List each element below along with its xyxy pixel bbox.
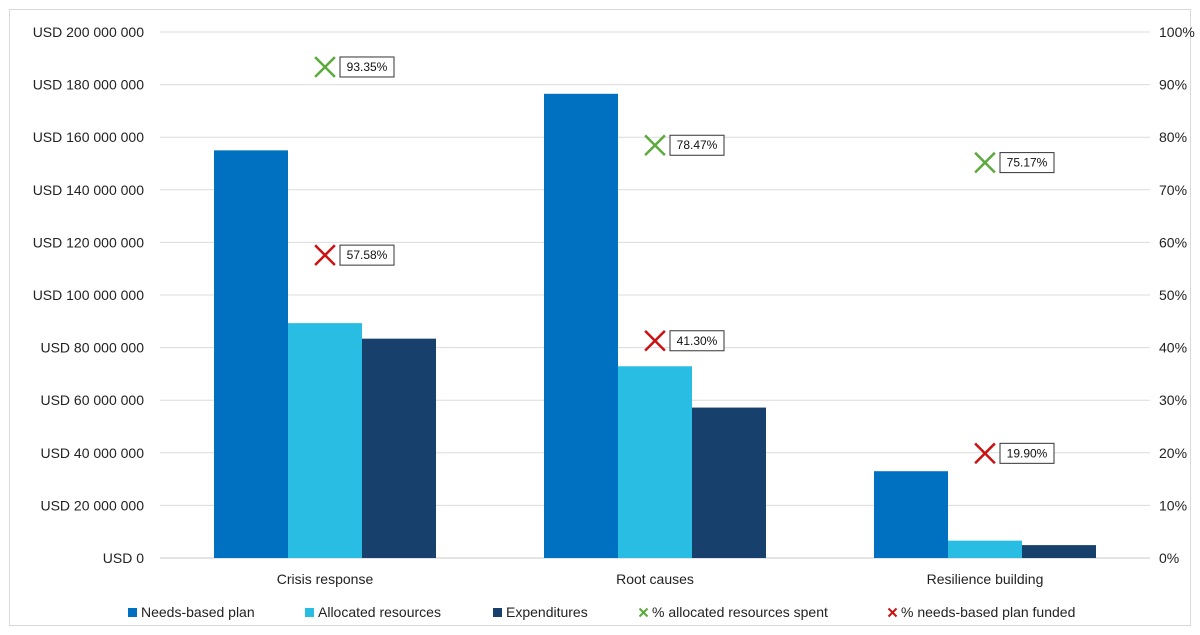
- category-label: Resilience building: [927, 571, 1044, 587]
- y-right-tick-label: 20%: [1159, 445, 1187, 461]
- bar-needs-based-plan: [874, 471, 948, 558]
- y-right-tick-label: 90%: [1159, 77, 1187, 93]
- y-right-tick-label: 60%: [1159, 234, 1187, 250]
- y-right-tick-label: 80%: [1159, 129, 1187, 145]
- x-mark: [314, 56, 336, 78]
- y-left-tick-label: USD 180 000 000: [33, 77, 145, 93]
- legend-label: % needs-based plan funded: [901, 604, 1075, 620]
- right-axis: 0% 10% 20% 30% 40% 50% 60% 70% 80% 90% 100%: [1159, 24, 1195, 566]
- legend-swatch: [305, 608, 314, 617]
- y-left-tick-label: USD 60 000 000: [40, 392, 144, 408]
- category-label: Crisis response: [277, 571, 374, 587]
- y-left-tick-label: USD 160 000 000: [33, 129, 145, 145]
- y-left-tick-label: USD 0: [103, 550, 144, 566]
- y-right-tick-label: 50%: [1159, 287, 1187, 303]
- legend-item-pct-allocated-resources-spent: % allocated resources spent: [638, 604, 828, 620]
- x-mark: [974, 151, 996, 174]
- bar-allocated-resources: [288, 323, 362, 558]
- legend-label: % allocated resources spent: [652, 604, 828, 620]
- y-left-tick-label: USD 140 000 000: [33, 182, 145, 198]
- x-mark: [644, 329, 666, 352]
- y-right-tick-label: 10%: [1159, 497, 1187, 513]
- data-label: 57.58%: [347, 248, 388, 262]
- data-label-box: [339, 244, 395, 266]
- bar-needs-based-plan: [214, 150, 288, 558]
- data-label-box: [669, 134, 725, 156]
- legend-item-needs-based-plan: Needs-based plan: [128, 604, 255, 620]
- marker-pct-needs-based-plan-funded: 19.90%: [974, 442, 1055, 465]
- bar-allocated-resources: [948, 540, 1022, 558]
- chart-frame: [9, 9, 1191, 626]
- bar-expenditures: [692, 407, 766, 558]
- legend-label: Allocated resources: [318, 604, 441, 620]
- legend-swatch: [128, 608, 137, 617]
- y-right-tick-label: 100%: [1159, 24, 1195, 40]
- y-left-tick-label: USD 20 000 000: [40, 497, 144, 513]
- legend-label: Needs-based plan: [141, 604, 255, 620]
- category-labels: Crisis response Root causes Resilience bui…: [277, 571, 1044, 587]
- bar-expenditures: [1022, 545, 1096, 558]
- y-left-tick-label: USD 80 000 000: [40, 340, 144, 356]
- data-label: 75.17%: [1007, 156, 1048, 170]
- data-label: 78.47%: [677, 138, 718, 152]
- y-right-tick-label: 30%: [1159, 392, 1187, 408]
- category-label: Root causes: [616, 571, 694, 587]
- data-label: 19.90%: [1007, 446, 1048, 460]
- legend-label: Expenditures: [506, 604, 588, 620]
- legend-item-pct-needs-based-plan-funded: % needs-based plan funded: [887, 604, 1075, 620]
- x-mark: [644, 134, 666, 157]
- data-label-box: [669, 330, 725, 352]
- y-left-tick-label: USD 120 000 000: [33, 234, 145, 250]
- y-left-tick-label: USD 200 000 000: [33, 24, 145, 40]
- bar-expenditures: [362, 338, 436, 558]
- legend-item-expenditures: Expenditures: [493, 604, 588, 620]
- y-right-tick-label: 0%: [1159, 550, 1179, 566]
- bar-allocated-resources: [618, 366, 692, 558]
- bars: [214, 93, 1096, 559]
- data-label-box: [999, 152, 1055, 174]
- data-label: 41.30%: [677, 334, 718, 348]
- y-left-tick-label: USD 100 000 000: [33, 287, 145, 303]
- legend: Needs-based plan Allocated resources Expen…: [128, 604, 1075, 620]
- data-label-box: [339, 56, 395, 78]
- legend-item-allocated-resources: Allocated resources: [305, 604, 441, 620]
- marker-pct-needs-based-plan-funded: 41.30%: [644, 329, 725, 352]
- bar-needs-based-plan: [544, 93, 618, 559]
- data-label: 93.35%: [347, 60, 388, 74]
- x-mark: [314, 244, 336, 266]
- marker-pct-needs-based-plan-funded: 57.58%: [314, 244, 395, 266]
- x-mark: [974, 442, 996, 465]
- y-right-tick-label: 40%: [1159, 340, 1187, 356]
- legend-x-icon: [638, 607, 649, 618]
- marker-pct-allocated-resources-spent: 78.47%: [644, 134, 725, 157]
- marker-pct-allocated-resources-spent: 75.17%: [974, 151, 1055, 174]
- percent-markers: 93.35% 78.47% 75.17% 57.58% 41.30% 19.90%: [314, 56, 1055, 465]
- data-label-box: [999, 442, 1055, 464]
- legend-swatch: [493, 608, 502, 617]
- left-axis: USD 0 USD 20 000 000 USD 40 000 000 USD 60 …: [33, 24, 145, 566]
- marker-pct-allocated-resources-spent: 93.35%: [314, 56, 395, 78]
- y-left-tick-label: USD 40 000 000: [40, 445, 144, 461]
- legend-x-icon: [887, 607, 898, 618]
- y-right-tick-label: 70%: [1159, 182, 1187, 198]
